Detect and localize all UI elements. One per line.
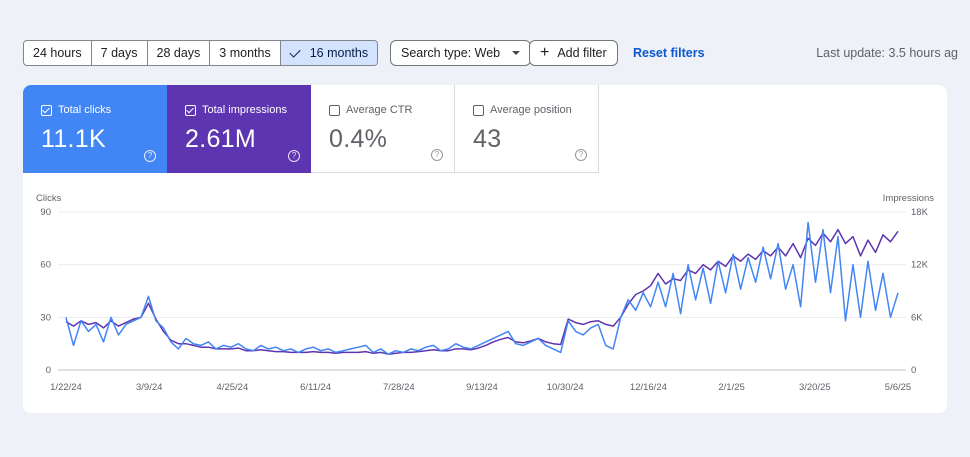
reset-filters-link[interactable]: Reset filters xyxy=(633,46,705,60)
metric-value-position: 43 xyxy=(473,125,502,153)
checkbox-checked-icon[interactable] xyxy=(41,104,52,116)
right-tick-label: 6K xyxy=(911,312,923,323)
x-tick-label: 5/6/25 xyxy=(885,382,911,393)
checkmark-icon xyxy=(289,45,301,58)
x-tick-label: 12/16/24 xyxy=(630,382,667,393)
right-tick-label: 0 xyxy=(911,365,916,376)
date-range-label: 24 hours xyxy=(33,46,82,60)
metric-value-impressions: 2.61M xyxy=(185,125,256,153)
series-line-impressions xyxy=(65,228,899,355)
date-range-label: 7 days xyxy=(100,46,138,60)
date-range-3-months[interactable]: 3 months xyxy=(210,41,281,65)
metric-label: Average CTR xyxy=(329,104,412,116)
x-tick-label: 3/9/24 xyxy=(136,382,162,393)
metric-value-ctr: 0.4% xyxy=(329,125,388,153)
help-icon[interactable]: ? xyxy=(575,149,587,161)
performance-chart[interactable]: Clicks Impressions 90 18K 60 12K 30 6K 0 0 1/22… xyxy=(23,185,947,405)
toolbar: 24 hours 7 days 28 days 3 months 16 mont… xyxy=(23,40,958,67)
metric-tile-clicks[interactable]: Total clicks 11.1K ? xyxy=(23,85,167,173)
metric-label-text: Average position xyxy=(490,104,572,116)
date-range-24-hours[interactable]: 24 hours xyxy=(24,41,92,65)
x-tick-label: 4/25/24 xyxy=(217,382,249,393)
date-range-label: 3 months xyxy=(219,46,271,60)
left-tick-label: 30 xyxy=(40,312,51,323)
metric-value-clicks: 11.1K xyxy=(41,125,106,153)
metric-label: Total impressions xyxy=(185,104,287,116)
x-tick-label: 9/13/24 xyxy=(466,382,498,393)
x-tick-label: 6/11/24 xyxy=(300,382,331,393)
last-update-text: Last update: 3.5 hours ag xyxy=(816,46,958,60)
left-tick-label: 60 xyxy=(40,260,51,271)
date-range-16-months[interactable]: 16 months xyxy=(280,41,378,65)
checkbox-checked-icon[interactable] xyxy=(185,104,196,116)
right-axis-label: Impressions xyxy=(883,193,934,204)
date-range-selector: 24 hours 7 days 28 days 3 months 16 mont… xyxy=(23,40,379,66)
caret-down-icon xyxy=(512,51,521,55)
help-icon[interactable]: ? xyxy=(144,150,156,162)
add-filter-button[interactable]: + Add filter xyxy=(529,40,618,66)
metric-label-text: Total clicks xyxy=(58,104,112,116)
x-tick-label: 1/22/24 xyxy=(50,382,82,393)
metric-tile-position[interactable]: Average position 43 ? xyxy=(455,85,599,173)
right-tick-label: 12K xyxy=(911,260,929,271)
series-line-clicks xyxy=(65,221,899,355)
help-icon[interactable]: ? xyxy=(288,150,300,162)
metric-label-text: Average CTR xyxy=(346,104,413,116)
left-tick-label: 0 xyxy=(46,365,51,376)
metric-label: Total clicks xyxy=(41,104,111,116)
date-range-28-days[interactable]: 28 days xyxy=(148,41,211,65)
checkbox-unchecked-icon[interactable] xyxy=(329,104,340,116)
metric-label: Average position xyxy=(473,104,572,116)
performance-card: Total clicks 11.1K ? Total impressions 2… xyxy=(23,85,947,413)
x-tick-label: 7/28/24 xyxy=(383,382,415,393)
x-tick-label: 3/20/25 xyxy=(799,382,831,393)
metric-label-text: Total impressions xyxy=(202,104,287,116)
help-icon[interactable]: ? xyxy=(431,149,443,161)
x-tick-label: 2/1/25 xyxy=(718,382,744,393)
search-type-dropdown[interactable]: Search type: Web xyxy=(390,40,532,66)
date-range-7-days[interactable]: 7 days xyxy=(92,41,148,65)
checkbox-unchecked-icon[interactable] xyxy=(473,104,484,116)
left-axis-label: Clicks xyxy=(36,193,62,204)
metric-tile-ctr[interactable]: Average CTR 0.4% ? xyxy=(311,85,455,173)
x-tick-label: 10/30/24 xyxy=(547,382,584,393)
metric-tile-impressions[interactable]: Total impressions 2.61M ? xyxy=(167,85,311,173)
date-range-label: 16 months xyxy=(309,46,369,60)
date-range-label: 28 days xyxy=(156,46,201,60)
left-tick-label: 90 xyxy=(40,207,51,218)
add-filter-label: Add filter xyxy=(557,46,607,60)
right-tick-label: 18K xyxy=(911,207,929,218)
search-type-label: Search type: Web xyxy=(401,46,501,60)
plus-icon: + xyxy=(540,44,550,61)
